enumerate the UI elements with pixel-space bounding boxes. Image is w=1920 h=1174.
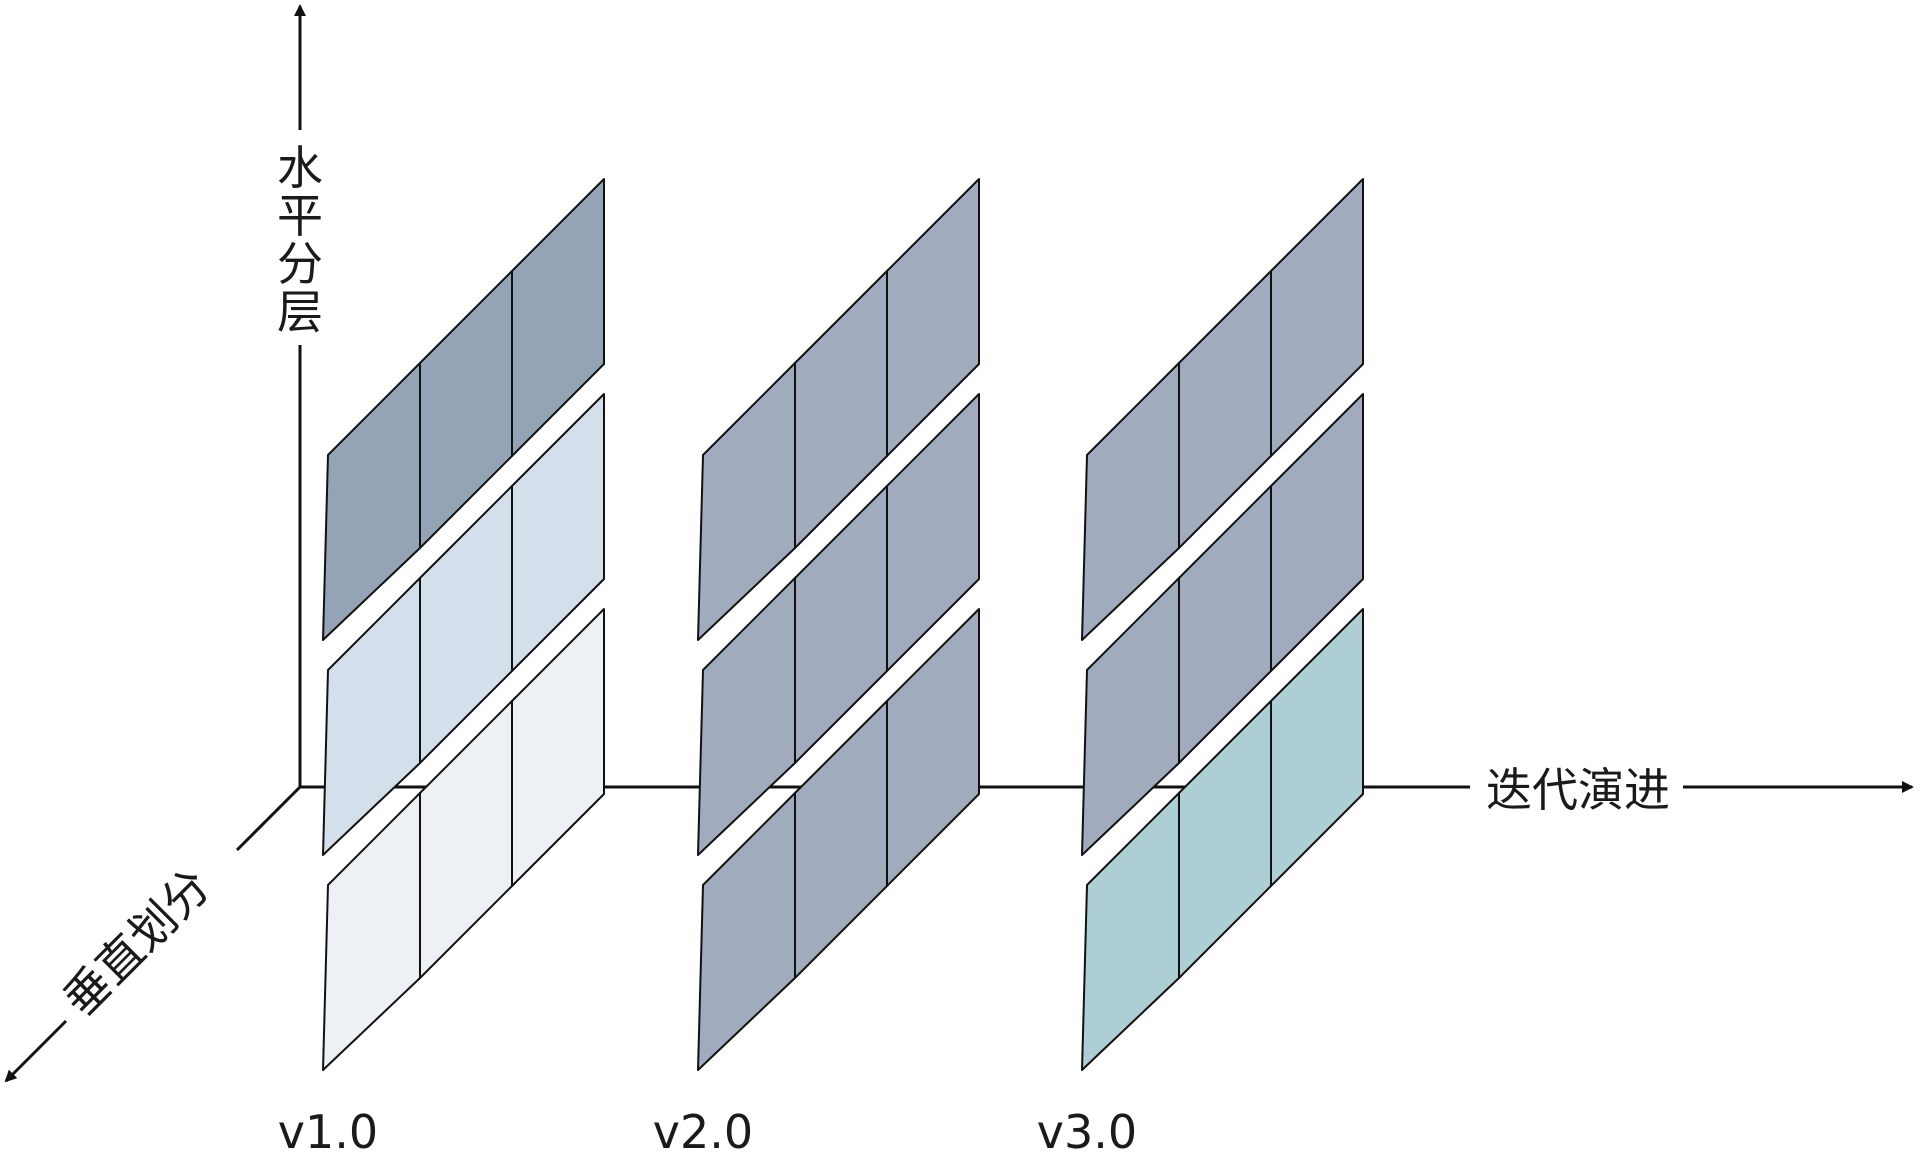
panel-cell [511, 178, 605, 457]
diagonal-axis-lower [4, 1019, 68, 1083]
panel-cell [511, 608, 605, 887]
layer-panel [322, 178, 605, 641]
diagonal-axis-upper [235, 785, 302, 852]
horizontal-axis-label: 迭代演进 [1486, 763, 1670, 817]
version-label-v3: v3.0 [1037, 1105, 1137, 1159]
version-label-v2: v2.0 [653, 1105, 753, 1159]
layer-panel [697, 608, 980, 1071]
vertical-axis-label-char-3: 分 [277, 237, 323, 291]
panel-cell [511, 393, 605, 672]
layer-panel [697, 178, 980, 641]
panel-cell [1270, 178, 1364, 457]
layer-panel [1081, 178, 1364, 641]
version-block-1 [322, 178, 605, 1071]
diagonal-axis-label: 垂直划分 [53, 859, 221, 1027]
layer-panel [322, 393, 605, 856]
version-block-3 [1081, 178, 1364, 1071]
layer-panel [1081, 393, 1364, 856]
version-panels [322, 178, 1364, 1071]
layer-panel [1081, 608, 1364, 1071]
vertical-axis-label-char-2: 平 [277, 189, 323, 243]
version-label-v1: v1.0 [278, 1105, 378, 1159]
vertical-axis-label-char-4: 层 [277, 285, 323, 339]
vertical-axis-label-char-1: 水 [277, 141, 323, 195]
layer-panel [697, 393, 980, 856]
version-block-2 [697, 178, 980, 1071]
layer-panel [322, 608, 605, 1071]
panel-cell [1270, 393, 1364, 672]
panel-cell [886, 393, 980, 672]
panel-cell [886, 178, 980, 457]
panel-cell [886, 608, 980, 887]
panel-cell [1270, 608, 1364, 887]
